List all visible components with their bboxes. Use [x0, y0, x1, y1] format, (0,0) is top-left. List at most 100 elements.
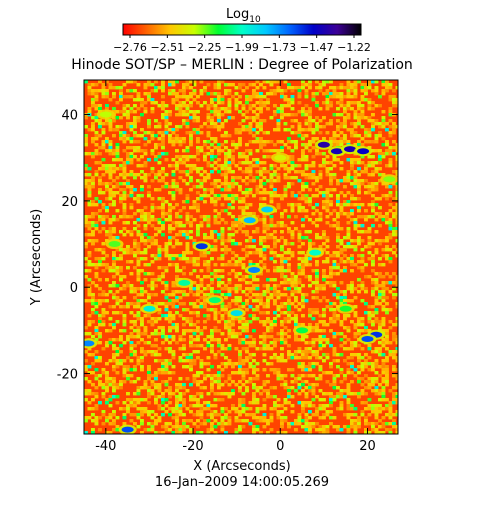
heatmap-cell: [175, 242, 179, 246]
heatmap-cell: [168, 263, 172, 267]
heatmap-cell: [196, 128, 200, 132]
heatmap-cell: [217, 281, 221, 285]
heatmap-cell: [87, 233, 92, 237]
heatmap-cell: [213, 215, 218, 219]
heatmap-cell: [336, 365, 340, 369]
heatmap-cell: [150, 206, 155, 210]
heatmap-cell: [395, 305, 398, 309]
heatmap-cell: [189, 317, 193, 321]
heatmap-cell: [245, 110, 249, 114]
heatmap-cell: [304, 236, 309, 240]
heatmap-cell: [122, 227, 127, 231]
heatmap-cell: [196, 275, 200, 279]
heatmap-cell: [238, 131, 242, 135]
heatmap-cell: [280, 374, 284, 378]
heatmap-cell: [161, 314, 165, 318]
heatmap-cell: [182, 401, 186, 405]
heatmap-cell: [248, 353, 253, 357]
heatmap-cell: [227, 83, 232, 87]
heatmap-cell: [381, 152, 386, 156]
heatmap-cell: [119, 173, 123, 177]
heatmap-cell: [119, 257, 123, 261]
heatmap-cell: [206, 176, 211, 180]
heatmap-cell: [178, 155, 183, 159]
heatmap-cell: [210, 389, 214, 393]
heatmap-cell: [378, 350, 382, 354]
heatmap-cell: [339, 191, 344, 195]
heatmap-cell: [147, 314, 151, 318]
heatmap-cell: [182, 428, 186, 432]
heatmap-cell: [378, 293, 382, 297]
heatmap-cell: [164, 368, 169, 372]
heatmap-cell: [129, 320, 134, 324]
heatmap-cell: [329, 101, 333, 105]
heatmap-cell: [115, 401, 120, 405]
heatmap-cell: [364, 359, 368, 363]
heatmap-cell: [336, 86, 340, 90]
heatmap-cell: [220, 368, 225, 372]
heatmap-cell: [220, 419, 225, 423]
heatmap-cell: [245, 302, 249, 306]
heatmap-cell: [157, 326, 162, 330]
heatmap-cell: [227, 323, 232, 327]
heatmap-cell: [94, 239, 99, 243]
heatmap-cell: [157, 122, 162, 126]
heatmap-cell: [280, 266, 284, 270]
heatmap-cell: [360, 143, 365, 147]
heatmap-cell: [269, 347, 274, 351]
heatmap-cell: [94, 377, 99, 381]
heatmap-cell: [182, 95, 186, 99]
heatmap-cell: [374, 380, 379, 384]
heatmap-cell: [245, 251, 249, 255]
heatmap-cell: [357, 101, 361, 105]
heatmap-cell: [234, 383, 239, 387]
heatmap-cell: [332, 308, 337, 312]
heatmap-cell: [371, 290, 375, 294]
heatmap-cell: [136, 278, 141, 282]
heatmap-cell: [231, 155, 235, 159]
heatmap-cell: [115, 362, 120, 366]
heatmap-cell: [318, 89, 323, 93]
heatmap-cell: [178, 428, 183, 432]
heatmap-cell: [255, 308, 260, 312]
heatmap-cell: [154, 227, 158, 231]
heatmap-cell: [196, 260, 200, 264]
heatmap-cell: [150, 410, 155, 414]
heatmap-cell: [161, 266, 165, 270]
heatmap-cell: [276, 176, 281, 180]
heatmap-cell: [290, 182, 295, 186]
heatmap-cell: [350, 131, 354, 135]
heatmap-cell: [336, 200, 340, 204]
heatmap-cell: [189, 365, 193, 369]
heatmap-cell: [332, 158, 337, 162]
heatmap-cell: [353, 221, 358, 225]
heatmap-cell: [241, 191, 246, 195]
y-tick-label: 20: [61, 195, 78, 210]
heatmap-cell: [175, 149, 179, 153]
heatmap-cell: [213, 113, 218, 117]
heatmap-cell: [287, 176, 291, 180]
heatmap-cell: [234, 284, 239, 288]
heatmap-cell: [339, 392, 344, 396]
heatmap-cell: [325, 173, 330, 177]
heatmap-cell: [238, 380, 242, 384]
heatmap-cell: [115, 371, 120, 375]
heatmap-cell: [203, 293, 207, 297]
heatmap-cell: [203, 233, 207, 237]
heatmap-cell: [283, 257, 288, 261]
heatmap-cell: [84, 332, 88, 336]
heatmap-cell: [105, 299, 109, 303]
heatmap-cell: [133, 422, 137, 426]
heatmap-cell: [388, 191, 393, 195]
heatmap-cell: [304, 128, 309, 132]
heatmap-cell: [297, 245, 302, 249]
heatmap-cell: [378, 167, 382, 171]
heatmap-cell: [297, 89, 302, 93]
heatmap-cell: [147, 389, 151, 393]
heatmap-cell: [217, 233, 221, 237]
heatmap-cell: [346, 338, 351, 342]
heatmap-cell: [150, 389, 155, 393]
heatmap-cell: [311, 137, 316, 141]
heatmap-cell: [329, 305, 333, 309]
heatmap-cell: [329, 254, 333, 258]
